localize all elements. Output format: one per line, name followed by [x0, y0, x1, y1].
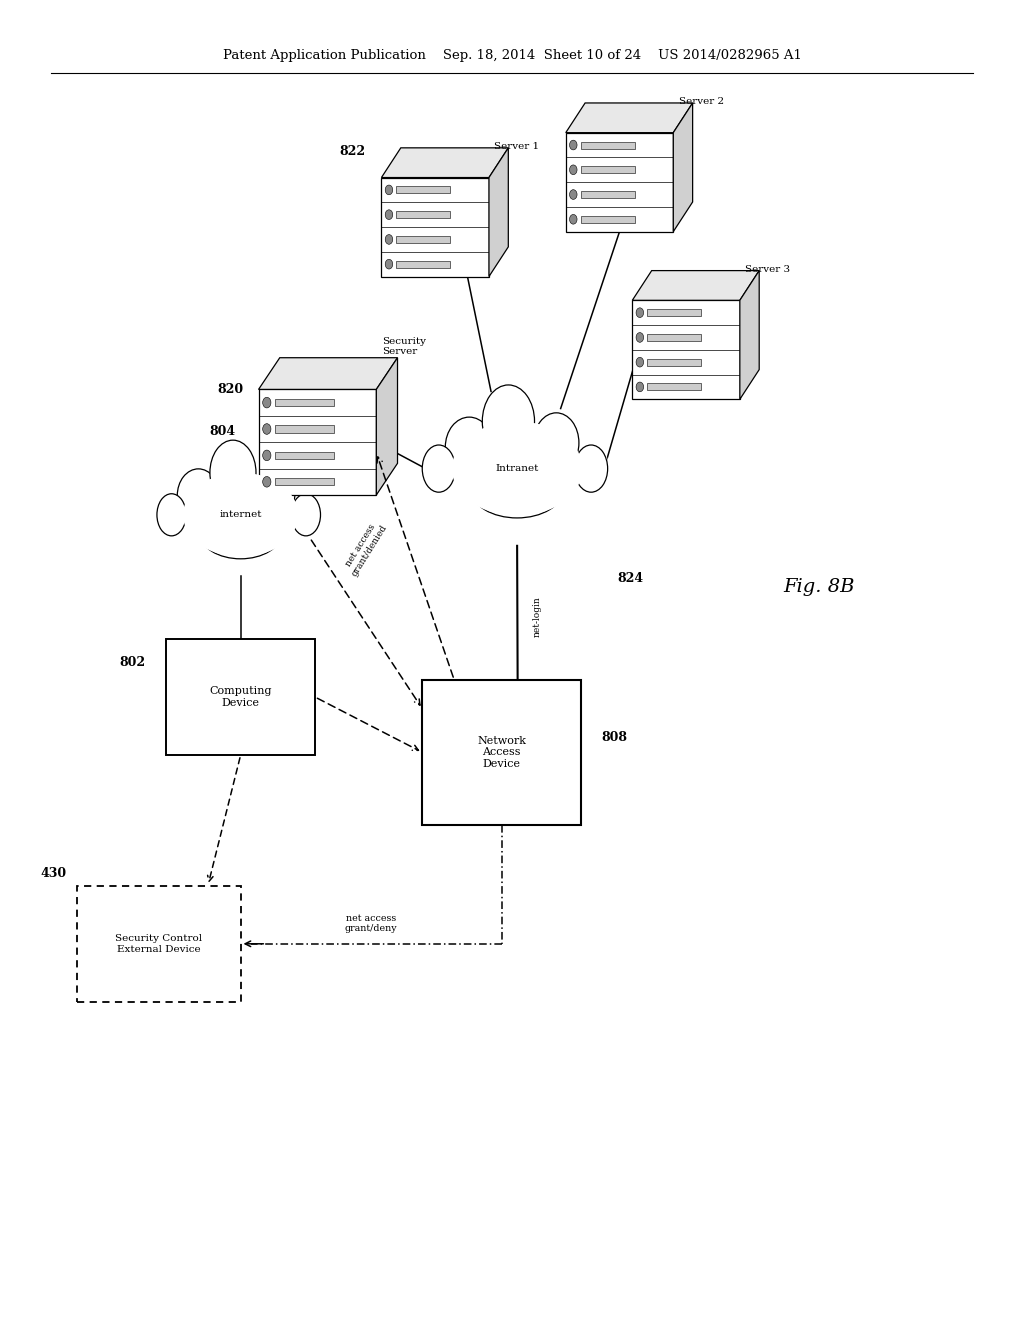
- Text: Security
Server: Security Server: [382, 337, 426, 356]
- Circle shape: [636, 381, 644, 392]
- Circle shape: [385, 259, 393, 269]
- Ellipse shape: [482, 385, 535, 458]
- FancyBboxPatch shape: [258, 389, 377, 495]
- Circle shape: [569, 140, 578, 150]
- Text: 804: 804: [209, 425, 234, 438]
- FancyBboxPatch shape: [633, 301, 739, 399]
- FancyBboxPatch shape: [581, 141, 635, 149]
- FancyBboxPatch shape: [581, 191, 635, 198]
- FancyBboxPatch shape: [396, 261, 451, 268]
- Circle shape: [636, 308, 644, 318]
- FancyBboxPatch shape: [647, 334, 701, 341]
- FancyBboxPatch shape: [396, 236, 451, 243]
- Circle shape: [263, 450, 271, 461]
- Text: 808: 808: [602, 731, 628, 744]
- FancyBboxPatch shape: [381, 178, 489, 277]
- Ellipse shape: [291, 494, 321, 536]
- Ellipse shape: [177, 469, 219, 523]
- Text: net-login: net-login: [532, 597, 542, 638]
- FancyBboxPatch shape: [275, 478, 334, 486]
- Text: 802: 802: [120, 656, 145, 669]
- Ellipse shape: [183, 473, 298, 557]
- Ellipse shape: [422, 445, 456, 492]
- Ellipse shape: [210, 440, 256, 506]
- Text: net access
grant/denied: net access grant/denied: [341, 517, 388, 578]
- Circle shape: [263, 477, 271, 487]
- FancyBboxPatch shape: [422, 680, 582, 825]
- FancyBboxPatch shape: [166, 639, 315, 755]
- Polygon shape: [633, 271, 759, 301]
- Text: Security Control
External Device: Security Control External Device: [115, 935, 203, 953]
- Text: Server 3: Server 3: [745, 265, 791, 275]
- FancyBboxPatch shape: [581, 215, 635, 223]
- Polygon shape: [489, 148, 508, 277]
- Text: 822: 822: [339, 145, 366, 158]
- Circle shape: [569, 190, 578, 199]
- FancyBboxPatch shape: [275, 399, 334, 407]
- Ellipse shape: [201, 510, 281, 558]
- Text: Computing
Device: Computing Device: [209, 686, 272, 708]
- Text: Network
Access
Device: Network Access Device: [477, 735, 526, 770]
- Polygon shape: [739, 271, 759, 399]
- FancyBboxPatch shape: [275, 425, 334, 433]
- FancyBboxPatch shape: [275, 451, 334, 459]
- Circle shape: [385, 235, 393, 244]
- FancyBboxPatch shape: [396, 186, 451, 193]
- Circle shape: [636, 333, 644, 342]
- FancyBboxPatch shape: [565, 133, 674, 232]
- Text: net access
grant/deny: net access grant/deny: [345, 913, 397, 933]
- Text: 824: 824: [617, 572, 643, 585]
- FancyBboxPatch shape: [581, 166, 635, 173]
- Circle shape: [569, 165, 578, 174]
- Ellipse shape: [255, 465, 295, 519]
- Text: Patent Application Publication    Sep. 18, 2014  Sheet 10 of 24    US 2014/02829: Patent Application Publication Sep. 18, …: [222, 49, 802, 62]
- Text: internet: internet: [219, 511, 262, 519]
- Ellipse shape: [160, 458, 322, 573]
- Ellipse shape: [452, 421, 583, 516]
- Text: Server 2: Server 2: [679, 98, 724, 107]
- Text: Fig. 8B: Fig. 8B: [783, 578, 855, 597]
- Polygon shape: [381, 148, 508, 178]
- Circle shape: [263, 424, 271, 434]
- Ellipse shape: [157, 494, 186, 536]
- Circle shape: [636, 358, 644, 367]
- Ellipse shape: [471, 462, 563, 517]
- FancyBboxPatch shape: [77, 886, 241, 1002]
- Circle shape: [263, 397, 271, 408]
- Circle shape: [385, 210, 393, 219]
- FancyBboxPatch shape: [396, 211, 451, 218]
- Polygon shape: [565, 103, 692, 133]
- Circle shape: [385, 185, 393, 195]
- Text: 820: 820: [217, 383, 244, 396]
- Ellipse shape: [574, 445, 607, 492]
- Ellipse shape: [426, 404, 608, 533]
- Polygon shape: [674, 103, 692, 232]
- FancyBboxPatch shape: [647, 383, 701, 391]
- Ellipse shape: [445, 417, 494, 477]
- Polygon shape: [377, 358, 397, 495]
- Circle shape: [569, 214, 578, 224]
- Ellipse shape: [534, 413, 579, 473]
- Text: Server 1: Server 1: [495, 143, 540, 152]
- Text: 430: 430: [40, 867, 67, 880]
- FancyBboxPatch shape: [647, 359, 701, 366]
- Polygon shape: [258, 358, 397, 389]
- Text: Intranet: Intranet: [496, 465, 539, 473]
- FancyBboxPatch shape: [647, 309, 701, 315]
